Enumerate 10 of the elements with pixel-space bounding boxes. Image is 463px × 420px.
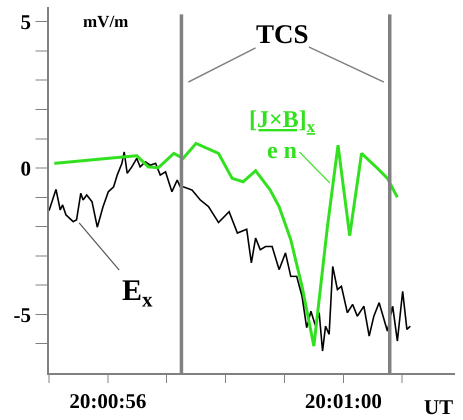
y-tick-label: 5 bbox=[20, 10, 32, 34]
y-tick-label: -5 bbox=[14, 302, 32, 327]
series-label: E$_{x}$ bbox=[122, 274, 154, 312]
series-label: [J×B]$_{x}$ e n bbox=[249, 107, 316, 164]
annotation: TCS bbox=[256, 19, 309, 49]
x-tick-label: 20:01:00 bbox=[304, 388, 382, 413]
y-tick-label: 0 bbox=[20, 156, 32, 180]
annotation: mV/m bbox=[83, 12, 128, 31]
x-axis-title: UT bbox=[424, 395, 454, 419]
x-tick-label: 20:00:56 bbox=[69, 388, 146, 413]
